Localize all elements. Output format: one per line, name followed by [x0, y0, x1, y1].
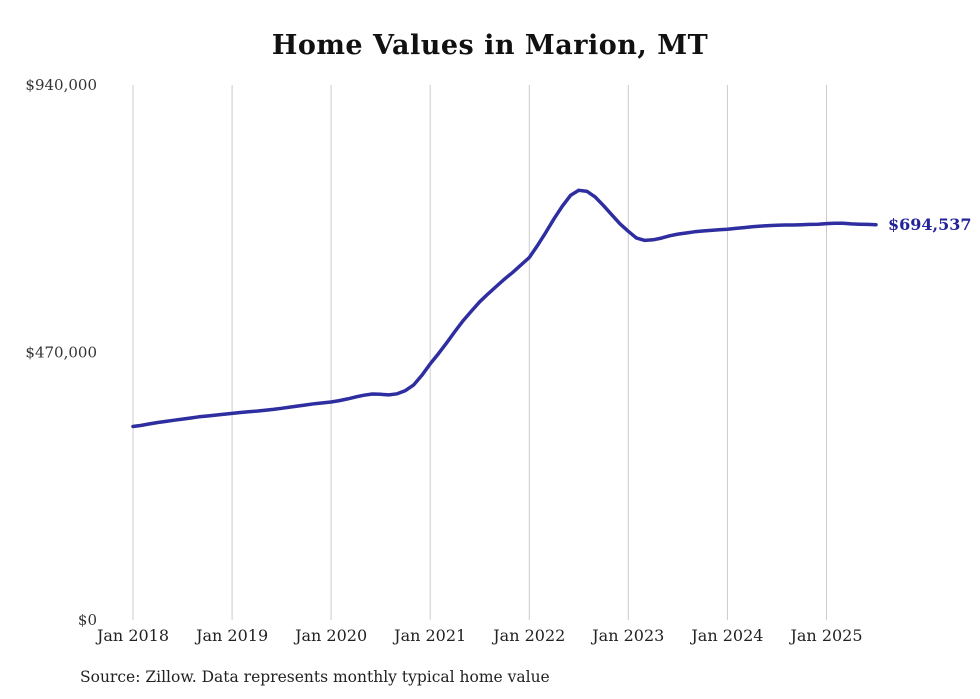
x-axis-tick-label: Jan 2020 [293, 626, 367, 645]
x-axis-tick-label: Jan 2024 [689, 626, 763, 645]
x-axis-tick-label: Jan 2022 [491, 626, 565, 645]
x-axis-tick-label: Jan 2018 [95, 626, 169, 645]
chart-title: Home Values in Marion, MT [271, 30, 709, 61]
home-value-series-line [131, 188, 878, 429]
current-value-label: $694,537 [888, 214, 972, 234]
source-note: Source: Zillow. Data represents monthly … [80, 668, 550, 686]
y-axis-tick-label: $0 [78, 611, 97, 629]
x-axis-tick-label: Jan 2021 [392, 626, 466, 645]
x-axis-tick-label: Jan 2025 [788, 626, 862, 645]
y-axis-tick-label: $940,000 [25, 76, 97, 94]
x-axis-tick-label: Jan 2019 [194, 626, 268, 645]
x-axis-tick-label: Jan 2023 [590, 626, 664, 645]
y-axis-tick-label: $470,000 [25, 344, 97, 362]
